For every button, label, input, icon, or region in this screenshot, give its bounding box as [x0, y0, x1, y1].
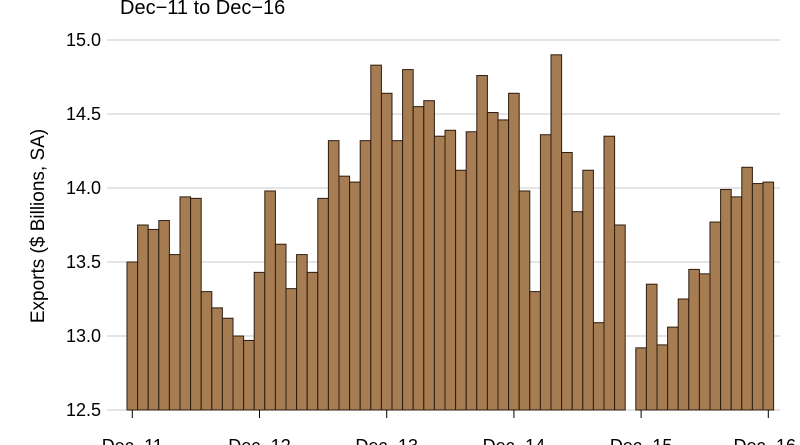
bar	[741, 166, 753, 411]
bar	[317, 197, 329, 411]
bar	[179, 196, 192, 411]
bar	[402, 69, 414, 411]
bars	[126, 54, 775, 411]
bar	[455, 169, 467, 411]
y-tick-label: 14.5	[66, 104, 101, 124]
bar	[423, 100, 435, 411]
bar	[243, 339, 255, 411]
bar	[698, 273, 711, 411]
x-tick-label: Dec−15	[610, 436, 673, 445]
bar	[359, 140, 372, 411]
bar	[412, 106, 425, 411]
bar	[200, 291, 213, 411]
y-tick-label: 13.0	[66, 326, 101, 346]
bar	[730, 196, 743, 411]
bar	[497, 119, 510, 411]
bar	[688, 268, 700, 411]
bar	[190, 197, 202, 411]
bar	[667, 326, 679, 411]
bar	[603, 135, 616, 411]
x-tick-labels: Dec−11 Dec−12 Dec−13 Dec−14 Dec−15 Dec−16	[102, 410, 796, 445]
y-tick-label: 13.5	[66, 252, 101, 272]
bar	[635, 347, 647, 411]
bar	[465, 131, 478, 411]
bar	[592, 322, 605, 411]
bar	[476, 75, 488, 411]
bar	[380, 92, 393, 411]
bar	[274, 243, 287, 411]
bar	[645, 283, 658, 411]
x-tick-label: Dec−12	[228, 436, 291, 445]
y-axis-label: Exports ($ Billions, SA)	[28, 129, 49, 323]
bar	[349, 181, 361, 411]
bar	[306, 271, 319, 411]
bar	[582, 169, 594, 411]
bar	[444, 129, 457, 411]
x-tick-label: Dec−14	[483, 436, 546, 445]
bar	[211, 307, 223, 411]
bar	[486, 112, 499, 411]
bar	[539, 134, 552, 411]
bar	[221, 317, 234, 411]
bar	[518, 190, 531, 411]
bar	[751, 183, 764, 411]
bar	[391, 140, 404, 411]
bar	[327, 140, 340, 411]
y-tick-label: 12.5	[66, 400, 101, 420]
bar	[232, 335, 245, 411]
bar	[296, 254, 308, 411]
bar	[571, 211, 584, 411]
bar	[137, 224, 149, 411]
bar	[550, 54, 563, 411]
bar	[370, 64, 382, 411]
bar	[614, 224, 626, 411]
y-tick-label: 14.0	[66, 178, 101, 198]
x-tick-label: Dec−16	[733, 436, 796, 445]
bar	[147, 228, 160, 411]
bar	[253, 271, 266, 411]
bar	[561, 151, 573, 411]
bar	[126, 261, 139, 411]
chart-subtitle: Dec−11 to Dec−16	[120, 0, 285, 19]
bar	[762, 181, 775, 411]
x-tick-label: Dec−11	[102, 436, 163, 445]
bar	[508, 92, 520, 411]
x-tick-label: Dec−13	[355, 436, 418, 445]
y-tick-label: 15.0	[66, 30, 101, 50]
bar	[285, 288, 298, 411]
bar	[168, 254, 181, 411]
y-tick-labels: 12.5 13.0 13.5 14.0 14.5 15.0	[66, 30, 101, 420]
bar	[677, 298, 690, 411]
bar	[709, 221, 722, 411]
bar	[720, 188, 732, 411]
bar	[656, 344, 669, 411]
bar	[433, 135, 446, 411]
bar	[529, 291, 541, 411]
bar	[338, 175, 351, 411]
bar	[264, 190, 276, 411]
bar	[158, 220, 170, 411]
